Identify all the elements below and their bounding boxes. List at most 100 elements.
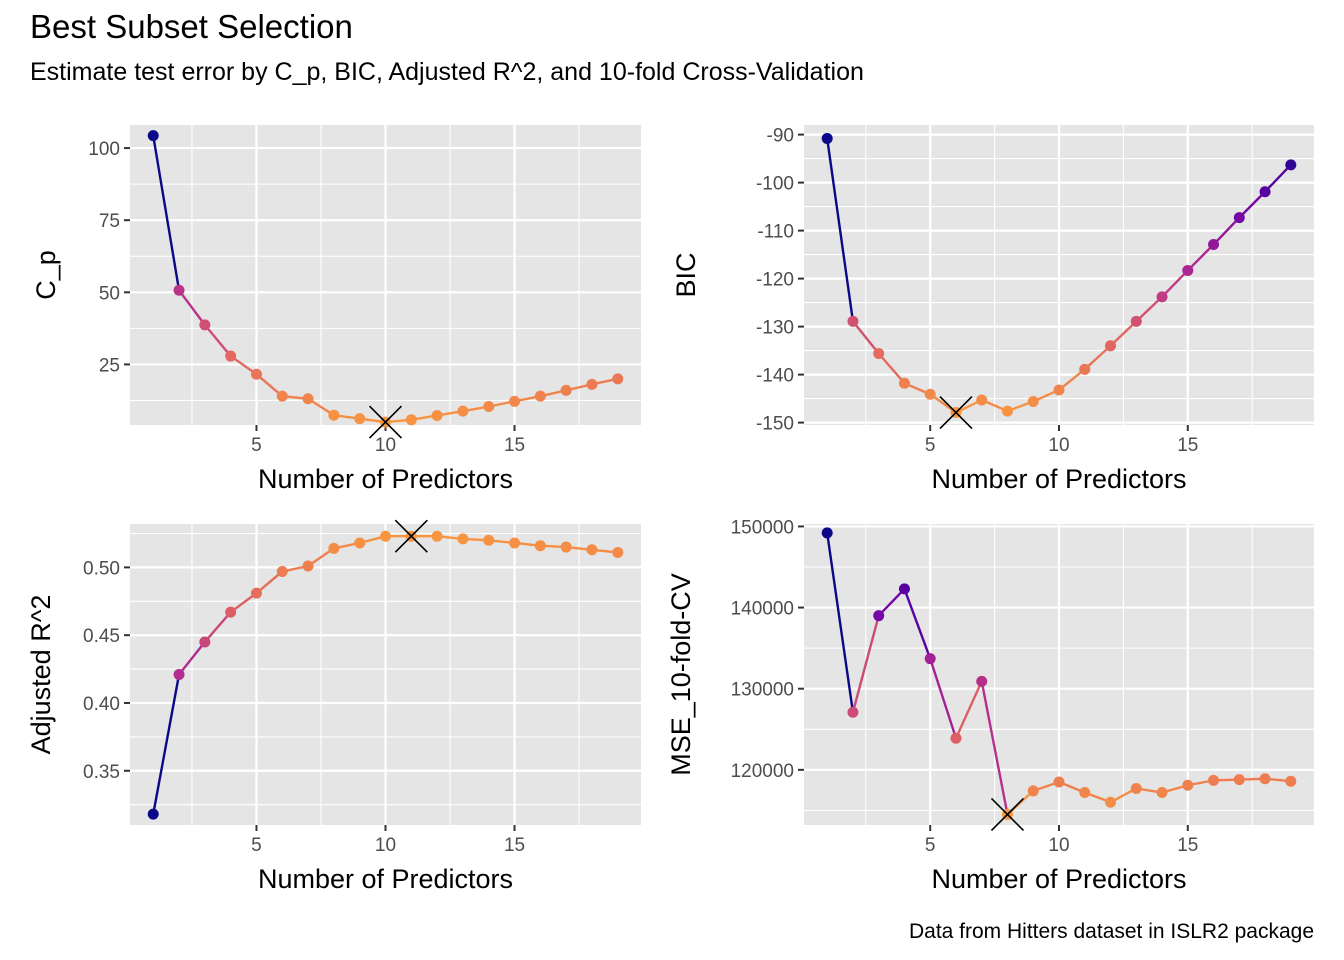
data-point [328, 409, 340, 421]
y-tick-label: 50 [99, 283, 120, 304]
data-point [1259, 773, 1271, 785]
x-tick-label: 15 [1177, 835, 1198, 856]
data-point [924, 653, 936, 665]
caption: Data from Hitters dataset in ISLR2 packa… [908, 920, 1314, 943]
data-point [586, 378, 598, 390]
line-segment [1161, 269, 1189, 298]
data-point [560, 384, 572, 396]
x-tick-label: 15 [504, 435, 525, 456]
line-segment [1058, 368, 1086, 391]
data-point [612, 373, 624, 385]
data-point [276, 390, 288, 402]
data-point [612, 546, 624, 558]
x-tick-label: 5 [251, 835, 262, 856]
data-point [1130, 782, 1142, 794]
data-point [1182, 264, 1194, 276]
x-tick-label: 10 [1048, 835, 1069, 856]
data-point [534, 540, 546, 552]
y-tick-label: 140000 [731, 599, 794, 620]
data-point [302, 393, 314, 405]
data-point [847, 706, 859, 718]
data-point [1285, 159, 1297, 171]
data-point [1208, 239, 1220, 251]
data-point [1105, 796, 1117, 808]
x-tick-label: 5 [251, 435, 262, 456]
page-subtitle: Estimate test error by C_p, BIC, Adjuste… [30, 58, 864, 86]
x-axis-title: Number of Predictors [258, 464, 513, 494]
line-segment [877, 588, 906, 617]
best-marker [394, 519, 428, 553]
data-point [483, 401, 495, 413]
line-segment [1109, 320, 1138, 347]
line-segment [152, 674, 181, 815]
line-segment [954, 680, 983, 739]
x-tick-label: 5 [925, 835, 936, 856]
line-segment [255, 570, 284, 595]
best-marker [939, 395, 973, 430]
data-point [1001, 405, 1013, 417]
y-tick-label: 0.45 [83, 626, 120, 647]
data-point [302, 560, 314, 572]
data-point [1027, 395, 1039, 407]
y-axis-title: C_p [31, 250, 61, 300]
data-point [431, 530, 443, 542]
panel-1: 5 10 15 25 50 75 100 Number of Predictors C_p [31, 125, 641, 494]
line-segment [852, 320, 880, 355]
y-tick-label: 150000 [731, 517, 794, 538]
data-point [821, 132, 833, 144]
line-segment [1186, 243, 1215, 272]
data-point [534, 390, 546, 402]
data-point [873, 610, 885, 622]
data-point [1233, 774, 1245, 786]
data-point [328, 542, 340, 554]
y-tick-label: -100 [756, 174, 794, 195]
data-point [821, 527, 833, 539]
best-marker-stroke [368, 405, 403, 439]
y-tick-label: -130 [756, 318, 794, 339]
panel-2: 5 10 15 -90 -100 -110 -120 -130 -140 -150 Number o… [671, 125, 1314, 494]
data-point [431, 409, 443, 421]
y-tick-label: 25 [99, 355, 120, 376]
line-segment [178, 289, 206, 326]
data-point [1233, 212, 1245, 224]
line-segment [825, 138, 855, 322]
x-axis-title: Number of Predictors [258, 864, 513, 894]
data-point [199, 636, 211, 648]
y-tick-label: -140 [756, 366, 794, 387]
data-point [250, 368, 262, 380]
data-point [250, 587, 262, 599]
data-point [1079, 787, 1091, 799]
page-title: Best Subset Selection [30, 8, 353, 45]
line-segment [203, 324, 232, 357]
data-point [1053, 776, 1065, 788]
data-point [405, 414, 417, 426]
data-point [1105, 340, 1117, 352]
best-marker [368, 405, 403, 439]
y-tick-label: -110 [757, 222, 794, 243]
data-point [873, 347, 885, 359]
line-segment [980, 681, 1009, 815]
panel-3: 5 10 15 0.35 0.40 0.45 0.50 Number of Predictor… [26, 519, 641, 894]
data-point [225, 350, 237, 362]
x-tick-label: 10 [375, 435, 396, 456]
data-point [560, 541, 572, 553]
x-tick-label: 15 [1177, 435, 1198, 456]
line-segment [178, 641, 206, 676]
best-marker-stroke [394, 519, 428, 553]
data-point [199, 319, 211, 331]
x-axis-title: Number of Predictors [931, 464, 1186, 494]
data-point [457, 405, 469, 417]
y-tick-label: -150 [756, 414, 794, 435]
x-tick-label: 15 [504, 835, 525, 856]
line-segment [1238, 190, 1266, 219]
data-point [1285, 775, 1297, 787]
line-segment [152, 135, 181, 291]
line-segment [203, 611, 232, 643]
data-point [976, 675, 988, 687]
data-point [147, 808, 159, 820]
y-tick-label: 0.50 [83, 558, 120, 579]
line-segment [1212, 216, 1241, 246]
data-point [483, 534, 495, 546]
line-segment [255, 373, 284, 398]
